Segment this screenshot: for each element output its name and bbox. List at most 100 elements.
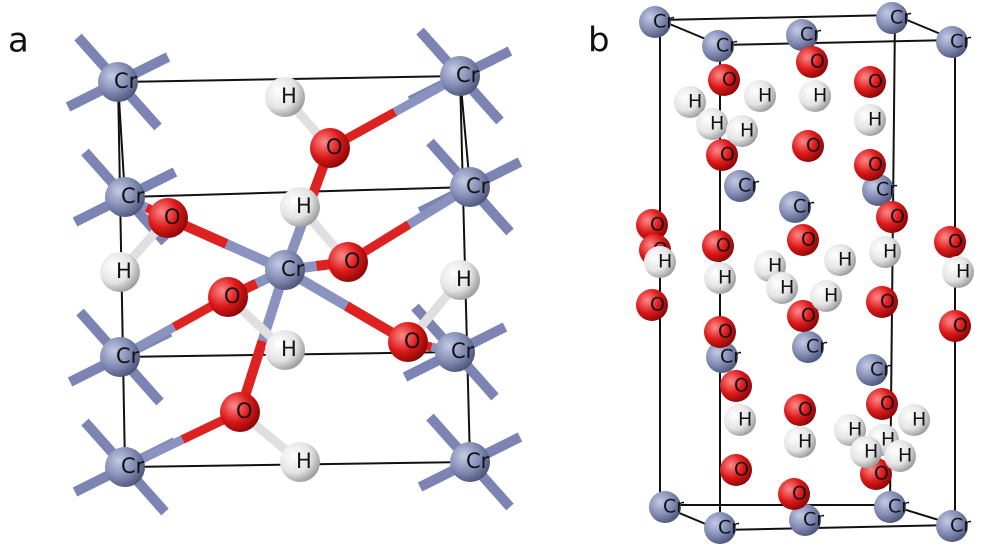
- atom: [862, 174, 894, 206]
- atom: [934, 226, 966, 258]
- atom-label: H: [688, 91, 702, 113]
- atom-label: Cr: [456, 63, 480, 87]
- atom: [799, 80, 831, 112]
- atom: [786, 19, 818, 51]
- atom: [792, 331, 824, 363]
- atom-label: Cr: [738, 175, 759, 197]
- atom-label: Cr: [950, 515, 971, 537]
- atom: [388, 322, 428, 362]
- atom-label: O: [716, 235, 731, 257]
- atom-label: O: [734, 459, 749, 481]
- atom-label: O: [953, 315, 968, 337]
- atom: [636, 209, 668, 241]
- atom: [884, 440, 916, 472]
- atom: [854, 66, 886, 98]
- atom-label: O: [806, 135, 821, 157]
- atom: [787, 300, 819, 332]
- atom: [220, 392, 260, 432]
- cell-edge: [719, 39, 956, 46]
- atom-label: Cr: [451, 339, 475, 363]
- atom: [796, 46, 828, 78]
- atom-label: H: [848, 419, 862, 441]
- atom-label: H: [956, 261, 970, 283]
- atom: [148, 198, 188, 238]
- atom-label: O: [880, 291, 895, 313]
- atom: [644, 246, 676, 278]
- atom: [706, 341, 738, 373]
- atom-label: H: [798, 431, 812, 453]
- atom: [824, 244, 856, 276]
- atom: [265, 77, 305, 117]
- atom-label: O: [810, 51, 825, 73]
- atom: [784, 426, 816, 458]
- atom: [702, 230, 734, 262]
- atom-label: O: [868, 71, 883, 93]
- atom: [854, 149, 886, 181]
- atom: [869, 236, 901, 268]
- atom-label: O: [722, 69, 737, 91]
- atom-label: Cr: [466, 174, 490, 198]
- atom: [720, 454, 752, 486]
- atom: [696, 108, 728, 140]
- atom-label: O: [404, 329, 421, 353]
- atom: [942, 256, 974, 288]
- atom-label: Cr: [720, 346, 741, 368]
- cell-edge: [719, 524, 956, 531]
- atom-label: O: [801, 305, 816, 327]
- atom: [706, 139, 738, 171]
- atom-label: H: [838, 249, 852, 271]
- atom-label: O: [874, 463, 889, 485]
- atom-label: O: [650, 214, 665, 236]
- atom: [704, 262, 736, 294]
- atom-label: O: [224, 284, 241, 308]
- atom: [939, 310, 971, 342]
- atom-label: Cr: [466, 449, 490, 473]
- atom-label: H: [868, 109, 882, 131]
- atom: [704, 512, 736, 544]
- atom-label: O: [718, 321, 733, 343]
- atom-label: O: [164, 205, 181, 229]
- atom: [105, 447, 145, 487]
- atom: [450, 442, 490, 482]
- atom: [100, 337, 140, 377]
- atom: [440, 260, 480, 300]
- atom: [328, 242, 368, 282]
- atom-label: Cr: [803, 509, 824, 531]
- atom: [704, 316, 736, 348]
- atom: [854, 104, 886, 136]
- atom-label: Cr: [718, 517, 739, 539]
- cell-edge: [659, 14, 896, 21]
- atom: [450, 167, 490, 207]
- atom-label: H: [658, 251, 672, 273]
- atom-label: H: [456, 267, 472, 291]
- atom-label: H: [296, 449, 312, 473]
- atom: [726, 115, 758, 147]
- atom: [265, 330, 305, 370]
- atom-label: Cr: [876, 179, 897, 201]
- atom-label: O: [890, 206, 905, 228]
- atom: [280, 442, 320, 482]
- atom: [280, 187, 320, 227]
- atom: [850, 436, 882, 468]
- atom-label: H: [296, 194, 312, 218]
- atom: [834, 414, 866, 446]
- atom-label: O: [344, 249, 361, 273]
- atom: [724, 170, 756, 202]
- atom-label: Cr: [663, 496, 684, 518]
- panel-label: b: [588, 21, 610, 61]
- atom-label: Cr: [800, 24, 821, 46]
- atom-label: Cr: [116, 344, 140, 368]
- atom-label: O: [720, 144, 735, 166]
- atom-label: H: [718, 267, 732, 289]
- atom-label: Cr: [950, 31, 971, 53]
- atom: [208, 277, 248, 317]
- atom: [778, 478, 810, 510]
- atom: [440, 56, 480, 96]
- atom-label: Cr: [806, 336, 827, 358]
- atom: [100, 252, 140, 292]
- atom-label: H: [768, 255, 782, 277]
- atom: [789, 504, 821, 536]
- atom: [766, 272, 798, 304]
